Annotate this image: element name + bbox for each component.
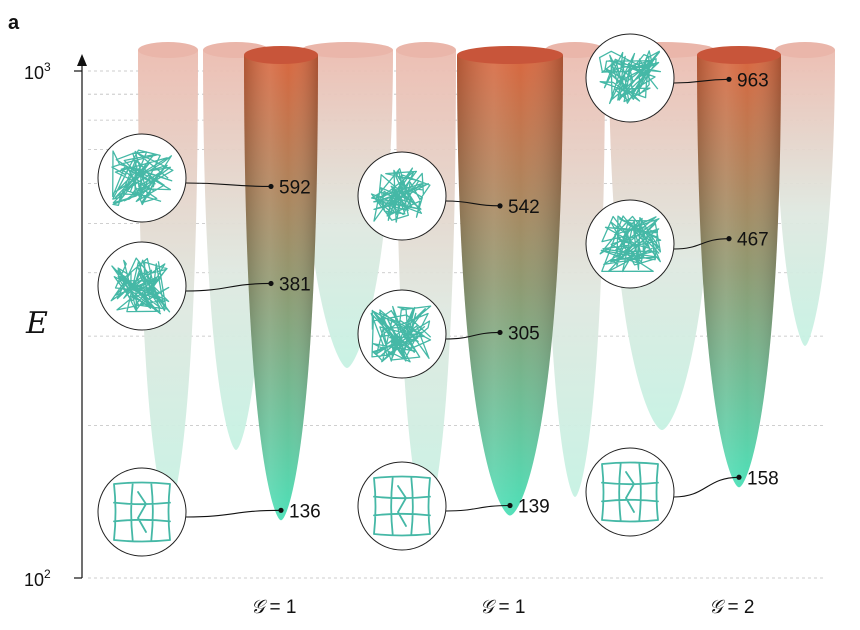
minimum-energy-label: 305 [508,323,540,344]
minimum-energy-label: 158 [747,468,779,489]
minimum-connector [185,509,282,518]
conformation-inset [585,33,675,123]
background-funnel [396,50,456,520]
y-tick-label-top: 103 [24,60,51,83]
minimum-point [736,474,742,480]
y-tick-bottom-exp: 2 [44,567,51,581]
funnel-shading [457,55,563,516]
conformation-inset [585,447,675,537]
conformation-inset [357,151,447,241]
group-label-symbol: 𝒢 [709,596,726,618]
panel-label: a [8,12,20,34]
minimum-point [268,183,274,190]
background-funnel-rim [396,42,456,58]
minimum-energy-label: 136 [289,501,321,522]
group-labels: 𝒢 = 1 𝒢 = 1 𝒢 = 2 [251,596,754,618]
background-funnel-rim [301,42,393,58]
funnel-shading [244,55,318,521]
minimum-connector [445,200,501,207]
minimum-point [497,329,503,336]
minimum-point [726,236,732,242]
funnel-rim [457,46,563,64]
polymer-conformation-icon [110,257,171,315]
minimum-energy-label: 592 [279,177,311,198]
background-funnel-rim [775,42,835,58]
lattice-conformation-icon [373,475,431,537]
minimum-point [507,502,513,509]
y-tick-label-bottom: 102 [24,567,51,590]
inset-circle [585,33,675,123]
minimum-connector [673,78,730,84]
y-axis-label: E [25,306,48,341]
y-axis: 103 102 E [24,54,87,590]
minimum-point [268,280,274,287]
conformation-inset [585,199,675,289]
minimum-energy-label: 542 [508,197,540,218]
conformation-inset [357,461,447,551]
group-label: 𝒢 = 1 [251,596,296,618]
minimum-energy-label: 139 [518,496,550,517]
background-funnel-rim [138,42,198,58]
minimum-energy-label: 963 [737,70,769,91]
conformation-inset [97,133,187,223]
minimum-connector [185,182,272,187]
conformation-inset [357,289,447,379]
group-label-value: = 1 [270,597,297,618]
polymer-conformation-icon [370,167,431,223]
funnel-rim [697,46,781,64]
minimum-point [497,203,503,209]
funnel-shading [697,55,781,488]
minimum-connector [445,504,511,512]
background-funnel [775,50,835,346]
y-tick-top-exp: 3 [44,60,51,74]
y-tick-bottom-base: 10 [24,570,44,590]
group-label: 𝒢 = 1 [480,596,525,618]
minimum-connector [673,476,740,498]
lattice-conformation-icon [113,481,171,543]
polymer-conformation-icon [111,149,174,206]
group-label-value: = 1 [499,597,526,618]
polymer-conformation-icon [598,50,662,105]
minima-annotations: 592 381 136 542 305 139 963 467 158 [97,33,779,557]
y-tick-top-base: 10 [24,63,44,83]
lattice-conformation-icon [601,461,659,523]
conformation-inset [97,467,187,557]
background-funnel [301,50,393,368]
group-label-symbol: 𝒢 [251,596,268,618]
energy-funnels [244,46,781,521]
minimum-connector [673,238,730,250]
group-label-value: = 2 [728,597,755,618]
minimum-connector [445,331,501,340]
minimum-point [278,507,284,513]
minimum-point [726,76,732,82]
polymer-conformation-icon [599,215,662,273]
funnel-rim [244,46,318,64]
conformation-inset [97,241,187,331]
minimum-energy-label: 467 [737,230,769,251]
minimum-connector [185,282,272,292]
group-label-symbol: 𝒢 [480,596,497,618]
y-axis-arrow-icon [77,54,87,66]
minimum-energy-label: 381 [279,274,311,295]
polymer-conformation-icon [370,305,432,363]
group-label: 𝒢 = 2 [709,596,754,618]
